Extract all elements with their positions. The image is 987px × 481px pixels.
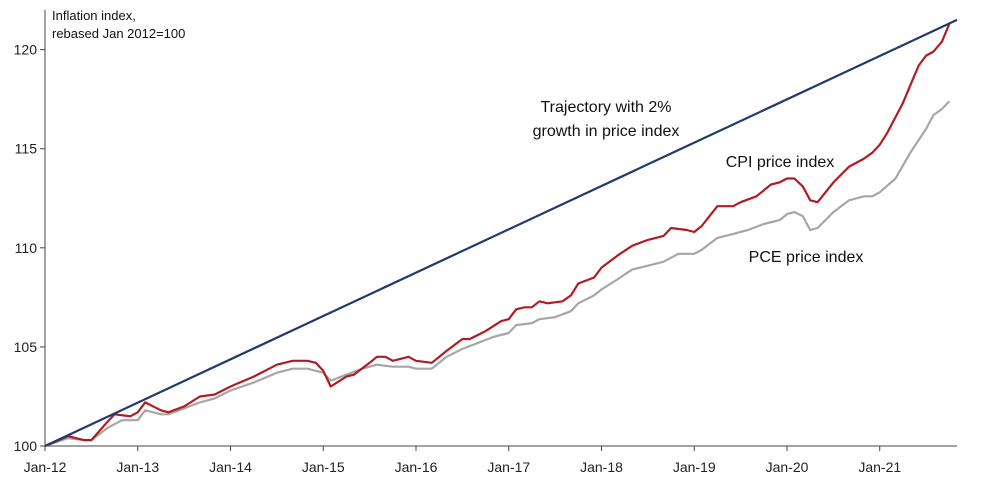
series-annotations: Trajectory with 2% growth in price index C… bbox=[533, 99, 864, 266]
trajectory-line bbox=[44, 18, 958, 447]
trajectory-annotation-line: Trajectory with 2% bbox=[541, 99, 672, 116]
pce-annotation: PCE price index bbox=[749, 249, 864, 266]
x-tick-label: Jan-19 bbox=[673, 459, 716, 475]
cpi-annotation-line: CPI price index bbox=[726, 154, 835, 171]
series-lines bbox=[44, 18, 958, 448]
x-tick-label: Jan-15 bbox=[302, 459, 345, 475]
x-axis-ticks: Jan-12 Jan-13 Jan-14 Jan-15 Jan-16 Jan-17 Jan-… bbox=[24, 446, 901, 475]
x-tick-label: Jan-12 bbox=[24, 459, 67, 475]
x-tick-label: Jan-13 bbox=[116, 459, 159, 475]
y-tick-label: 100 bbox=[14, 438, 38, 454]
y-axis-label-text: Inflation index, rebased Jan 2012=100 bbox=[52, 8, 185, 41]
y-tick-label: 105 bbox=[14, 339, 38, 355]
trajectory-annotation-line: growth in price index bbox=[533, 123, 680, 140]
pce-line bbox=[44, 100, 951, 448]
x-tick-label: Jan-18 bbox=[580, 459, 623, 475]
x-tick-label: Jan-21 bbox=[858, 459, 901, 475]
pce-annotation-line: PCE price index bbox=[749, 249, 864, 266]
cpi-annotation: CPI price index bbox=[726, 154, 835, 171]
x-tick-label: Jan-17 bbox=[487, 459, 530, 475]
chart-axes bbox=[44, 10, 957, 447]
y-axis-label: Inflation index, rebased Jan 2012=100 bbox=[52, 8, 185, 41]
trajectory-annotation: Trajectory with 2% growth in price index bbox=[533, 99, 680, 140]
y-tick-label: 120 bbox=[14, 42, 38, 58]
x-tick-label: Jan-16 bbox=[395, 459, 438, 475]
y-tick-label: 110 bbox=[15, 240, 38, 256]
x-tick-label: Jan-14 bbox=[209, 459, 252, 475]
y-tick-label: 115 bbox=[15, 141, 38, 157]
y-axis-ticks: 100 105 110 115 120 bbox=[14, 42, 45, 454]
cpi-line bbox=[44, 23, 951, 448]
y-axis-label-line: Inflation index, bbox=[52, 8, 136, 23]
y-axis-label-line: rebased Jan 2012=100 bbox=[52, 26, 185, 41]
x-tick-label: Jan-20 bbox=[766, 459, 809, 475]
